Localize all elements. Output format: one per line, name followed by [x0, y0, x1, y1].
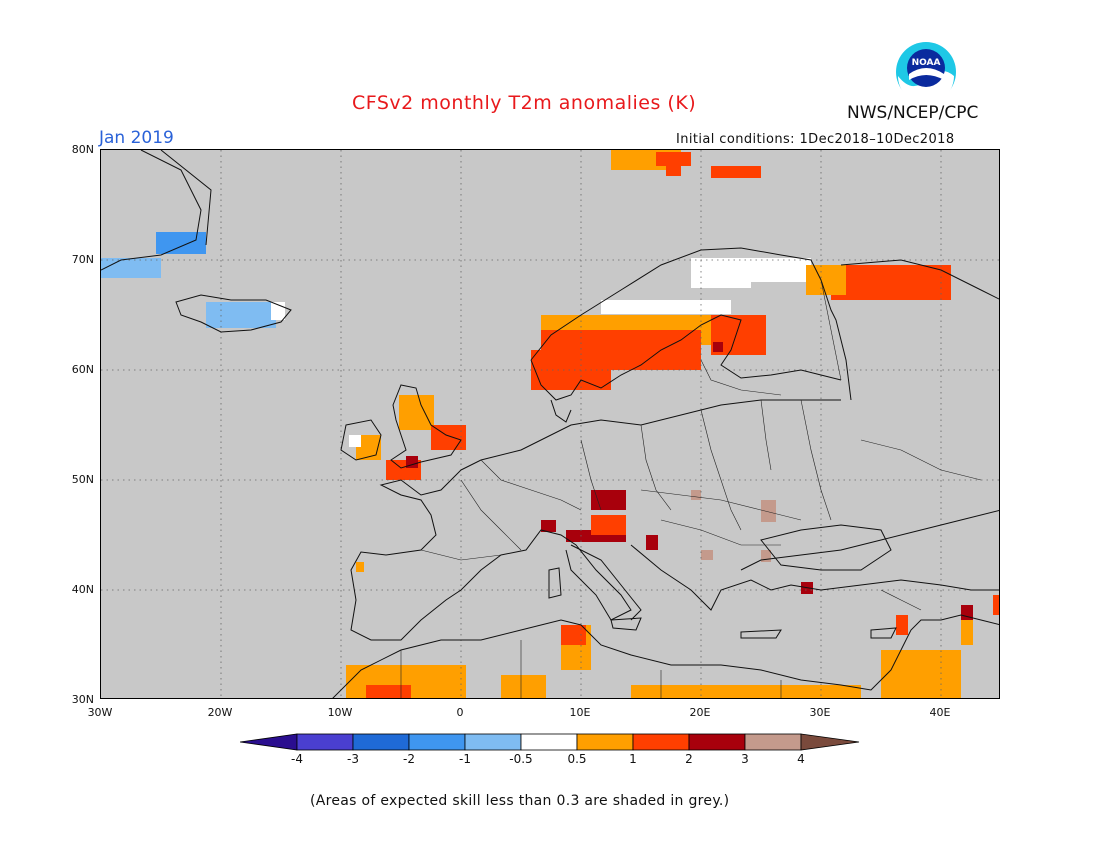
map-panel — [100, 149, 1000, 699]
legend-label: -3 — [347, 752, 359, 766]
agency-label: NWS/NCEP/CPC — [847, 103, 979, 123]
lon-label-20e: 20E — [689, 706, 711, 719]
legend-label: -0.5 — [509, 752, 533, 766]
legend-label: -4 — [291, 752, 303, 766]
lon-label-30w: 30W — [87, 706, 113, 719]
legend-label: 0.5 — [567, 752, 587, 766]
lat-label-30n: 30N — [71, 693, 94, 706]
lon-label-20w: 20W — [207, 706, 233, 719]
lon-label-0: 0 — [456, 706, 464, 719]
lat-label-80n: 80N — [71, 143, 94, 156]
legend-label: 2 — [685, 752, 693, 766]
svg-text:NOAA: NOAA — [912, 58, 941, 68]
chart-title: CFSv2 monthly T2m anomalies (K) — [352, 92, 697, 114]
initial-conditions: Initial conditions: 1Dec2018–10Dec2018 — [676, 132, 955, 147]
noaa-logo: NOAA — [896, 42, 956, 104]
country-borders — [400, 279, 982, 698]
lon-label-30e: 30E — [809, 706, 831, 719]
lon-label-10e: 10E — [569, 706, 591, 719]
legend-label: 1 — [629, 752, 637, 766]
legend-label: 4 — [797, 752, 805, 766]
lon-label-40e: 40E — [929, 706, 951, 719]
lat-label-60n: 60N — [71, 363, 94, 376]
legend-label: 3 — [741, 752, 749, 766]
graticule — [101, 150, 999, 698]
anomaly-map — [101, 150, 999, 698]
color-legend — [240, 733, 860, 751]
skill-footnote: (Areas of expected skill less than 0.3 a… — [310, 793, 730, 809]
lat-label-50n: 50N — [71, 473, 94, 486]
lat-label-40n: 40N — [71, 583, 94, 596]
legend-label: -2 — [403, 752, 415, 766]
coastlines — [101, 150, 999, 698]
forecast-month: Jan 2019 — [99, 128, 174, 148]
anomaly-cells — [101, 150, 999, 698]
lon-label-10w: 10W — [327, 706, 353, 719]
lat-label-70n: 70N — [71, 253, 94, 266]
legend-label: -1 — [459, 752, 471, 766]
